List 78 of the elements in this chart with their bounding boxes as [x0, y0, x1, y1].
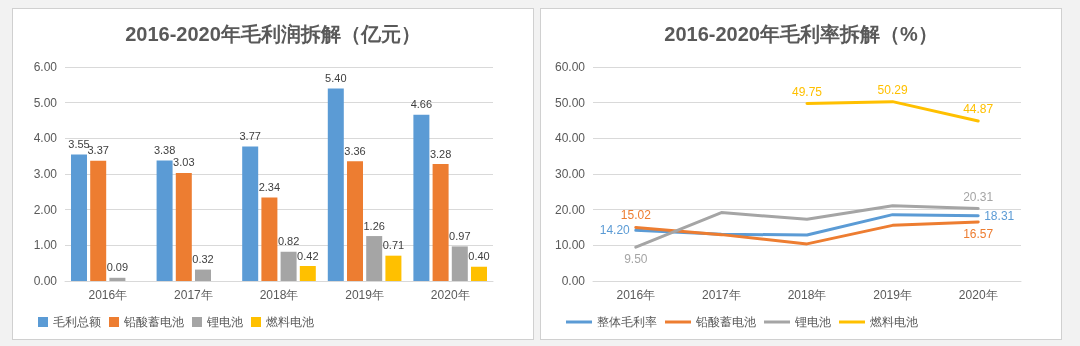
legend-label: 铅酸蓄电池 — [695, 315, 756, 329]
x-tick-label: 2019年 — [873, 288, 912, 302]
y-tick-label: 6.00 — [33, 60, 58, 74]
data-label: 5.40 — [325, 71, 347, 84]
bar — [299, 266, 316, 281]
x-tick-label: 2019年 — [345, 288, 384, 302]
x-tick-label: 2018年 — [259, 288, 299, 302]
data-label: 0.97 — [449, 229, 471, 242]
y-tick-label: 30.00 — [554, 167, 586, 181]
chart-title: 2016-2020年毛利润拆解（亿元） — [125, 23, 421, 45]
data-label: 3.36 — [344, 144, 366, 157]
data-label: 3.38 — [153, 143, 176, 156]
data-label: 2.34 — [258, 181, 281, 194]
data-label: 18.31 — [984, 208, 1015, 223]
data-label: 0.42 — [297, 249, 319, 262]
data-label: 15.02 — [620, 208, 652, 223]
bar — [156, 160, 173, 281]
x-tick-label: 2020年 — [958, 288, 998, 302]
y-tick-label: 0.00 — [33, 274, 58, 288]
bar — [242, 146, 259, 281]
x-tick-label: 2017年 — [174, 288, 213, 302]
bar — [385, 255, 402, 281]
bar — [280, 251, 297, 281]
data-label: 20.31 — [963, 189, 994, 204]
legend-label: 燃料电池 — [266, 315, 314, 329]
bar — [366, 236, 383, 281]
legend-label: 毛利总额 — [53, 315, 101, 329]
legend-label: 锂电池 — [794, 315, 831, 329]
y-tick-label: 5.00 — [33, 95, 58, 110]
data-label: 14.20 — [599, 223, 631, 238]
x-tick-label: 2016年 — [616, 288, 656, 302]
y-tick-label: 50.00 — [554, 95, 586, 110]
y-tick-label: 2.00 — [33, 202, 58, 217]
bar — [451, 246, 468, 281]
bar — [347, 161, 363, 281]
x-tick-label: 2018年 — [787, 288, 827, 302]
y-tick-label: 10.00 — [554, 238, 586, 253]
bar — [471, 266, 488, 281]
chart-title: 2016-2020年毛利率拆解（%） — [664, 23, 938, 45]
bar — [261, 197, 278, 281]
data-label: 44.87 — [963, 101, 994, 116]
data-label: 50.29 — [877, 82, 908, 97]
data-label: 0.82 — [277, 235, 300, 248]
bar — [413, 114, 430, 281]
legend-label: 锂电池 — [206, 315, 243, 329]
y-tick-label: 20.00 — [554, 202, 586, 217]
legend-label: 燃料电池 — [870, 315, 918, 329]
bar — [432, 164, 449, 281]
bar — [90, 160, 107, 281]
data-label: 3.28 — [429, 147, 452, 160]
bar — [175, 172, 192, 281]
y-tick-label: 60.00 — [554, 60, 586, 74]
y-tick-label: 0.00 — [561, 274, 586, 288]
bar — [109, 277, 126, 281]
x-tick-label: 2020年 — [430, 288, 470, 302]
x-tick-label: 2017年 — [702, 288, 741, 302]
x-tick-label: 2016年 — [88, 288, 128, 302]
bar — [195, 269, 211, 281]
bar — [327, 88, 344, 281]
data-label: 3.77 — [239, 130, 261, 143]
data-label: 16.57 — [963, 226, 994, 241]
data-label: 0.40 — [468, 250, 490, 263]
data-label: 49.75 — [791, 84, 823, 99]
data-label: 0.09 — [106, 261, 129, 274]
data-label: 3.55 — [68, 137, 90, 150]
data-label: 3.03 — [173, 156, 195, 169]
y-tick-label: 3.00 — [33, 167, 58, 181]
y-tick-label: 4.00 — [33, 131, 58, 146]
bar — [70, 154, 87, 281]
data-label: 4.66 — [410, 98, 433, 111]
legend-label: 铅酸蓄电池 — [123, 315, 184, 329]
legend-label: 整体毛利率 — [597, 315, 657, 329]
y-tick-label: 40.00 — [554, 131, 586, 146]
data-label: 0.32 — [192, 253, 214, 266]
data-label: 9.50 — [624, 252, 648, 267]
y-tick-label: 1.00 — [33, 238, 58, 253]
data-label: 0.71 — [382, 239, 405, 252]
data-label: 1.26 — [363, 219, 385, 232]
